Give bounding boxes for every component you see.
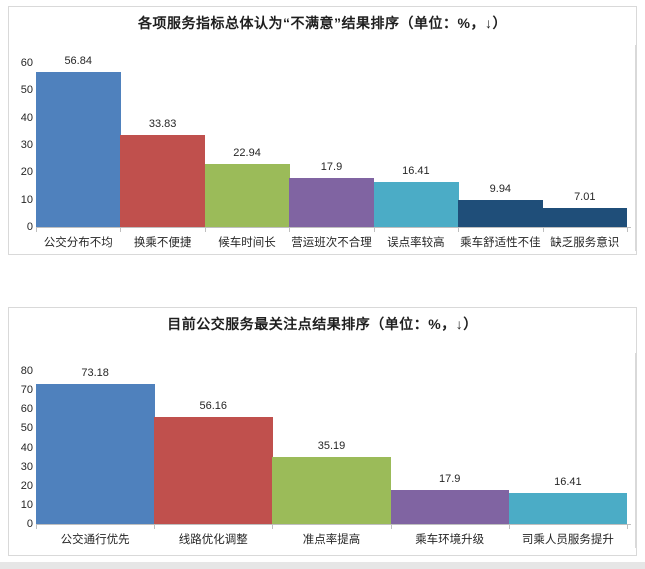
category-label: 司乘人员服务提升 — [521, 534, 614, 546]
category-label: 准点率提高 — [302, 534, 361, 546]
bar-value-label: 22.94 — [233, 147, 261, 160]
bar — [542, 207, 627, 227]
y-tick-label: 60 — [20, 403, 33, 416]
y-tick-label: 40 — [20, 441, 33, 454]
y-tick-label: 0 — [26, 221, 33, 233]
bar-value-label: 16.41 — [402, 165, 430, 178]
bar — [36, 384, 155, 524]
category-label: 营运班次不合理 — [291, 237, 372, 249]
y-tick-label: 70 — [20, 384, 33, 397]
y-tick-label: 30 — [20, 139, 33, 151]
bar — [458, 199, 544, 227]
bar-value-label: 33.83 — [148, 117, 177, 130]
bar — [272, 456, 392, 524]
category-label: 线路优化调整 — [178, 534, 248, 546]
bar — [373, 182, 459, 227]
x-axis-tick — [542, 228, 544, 232]
y-tick-label: 60 — [20, 57, 33, 69]
x-axis-line — [36, 227, 631, 228]
x-axis-tick — [627, 228, 628, 232]
x-axis-tick — [120, 228, 122, 232]
category-label: 误点率较高 — [387, 237, 445, 249]
bar-value-label: 35.19 — [317, 439, 346, 452]
x-axis-tick — [272, 525, 274, 529]
bar-value-label: 9.94 — [489, 182, 512, 195]
x-axis-tick — [373, 228, 375, 232]
bar — [289, 178, 375, 227]
bottom-edge-strip — [0, 562, 645, 569]
x-axis-tick — [36, 228, 37, 232]
bar — [508, 492, 627, 524]
category-label: 换乘不便捷 — [133, 237, 192, 249]
y-tick-label: 20 — [20, 479, 33, 492]
x-axis-tick — [154, 525, 156, 529]
bar-value-label: 56.84 — [64, 54, 92, 67]
y-tick-label: 50 — [20, 422, 33, 435]
bar — [36, 71, 121, 227]
bar-value-label: 17.9 — [438, 472, 461, 485]
category-label: 候车时间长 — [218, 237, 276, 249]
x-axis-tick — [508, 525, 510, 529]
bar-value-label: 56.16 — [199, 399, 228, 412]
y-tick-label: 50 — [20, 84, 33, 97]
bar — [204, 164, 290, 227]
y-tick-label: 10 — [20, 193, 33, 206]
y-tick-label: 30 — [20, 460, 33, 473]
bar-value-label: 16.41 — [554, 475, 582, 488]
plot-area: 0 10 20 30 40 50 60 56.84 公交分布不均 33.83 换乘不便捷 22.94 候… — [9, 7, 636, 254]
x-axis-tick — [390, 525, 392, 529]
chart-panel-dissatisfaction-ranking: 各项服务指标总体认为“不满意”结果排序（单位：%，↓） 0 10 20 30 40 50 6… — [8, 6, 637, 255]
y-tick-label: 80 — [20, 365, 33, 377]
category-label: 公交通行优先 — [60, 534, 130, 546]
x-axis-tick — [204, 228, 206, 232]
bar-value-label: 73.18 — [81, 367, 109, 380]
bar-value-label: 17.9 — [320, 161, 343, 174]
chart-title: 各项服务指标总体认为“不满意”结果排序（单位：%，↓） — [138, 15, 507, 31]
bar-value-label: 7.01 — [574, 190, 596, 203]
category-label: 乘车舒适性不佳 — [460, 237, 541, 249]
category-label: 缺乏服务意识 — [550, 237, 620, 249]
y-tick-label: 20 — [20, 166, 33, 179]
plot-right-border — [635, 45, 636, 251]
x-axis-tick — [36, 525, 37, 529]
y-tick-label: 40 — [20, 111, 33, 124]
plot-right-border — [635, 353, 636, 548]
chart-title: 目前公交服务最关注点结果排序（单位：%，↓） — [167, 316, 478, 332]
x-axis-tick — [289, 228, 291, 232]
x-axis-line — [36, 524, 631, 525]
chart-panel-focus-ranking: 目前公交服务最关注点结果排序（单位：%，↓） 0 10 20 30 40 50 60 70 80… — [8, 307, 637, 556]
y-tick-label: 0 — [26, 518, 33, 530]
plot-area: 0 10 20 30 40 50 60 70 80 73.18 公交通行优先 56.16 线路优化调整 3… — [9, 308, 636, 555]
category-label: 乘车环境升级 — [415, 534, 485, 546]
bar — [120, 134, 206, 227]
y-tick-label: 10 — [20, 498, 33, 511]
x-axis-tick — [627, 525, 628, 529]
bar — [390, 489, 510, 524]
bar — [154, 416, 273, 524]
x-axis-tick — [458, 228, 460, 232]
category-label: 公交分布不均 — [43, 237, 113, 249]
